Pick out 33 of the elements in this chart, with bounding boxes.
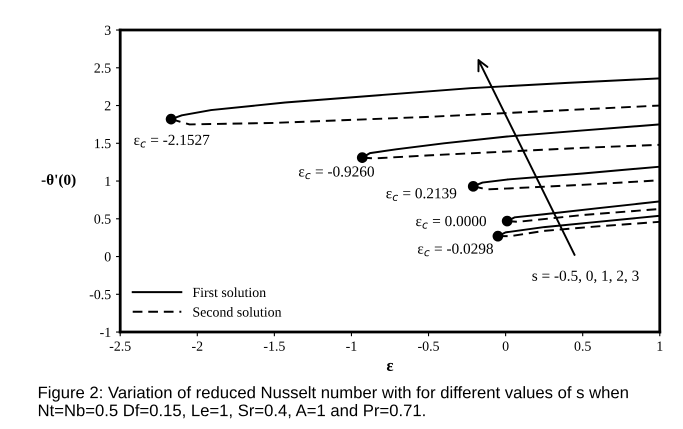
annotation: ε$_{c}$ = 0.0000 — [416, 216, 486, 229]
y-tick-label: -0.5 — [90, 290, 111, 300]
point — [502, 216, 513, 226]
x-tick-label: -2 — [192, 342, 202, 351]
y-tick-label: 1 — [105, 176, 110, 186]
y-tick-label: 0.5 — [94, 214, 111, 224]
point — [468, 180, 479, 192]
x-tick-label: 0.5 — [574, 341, 591, 351]
annotation: ε$_{c}$ = -0.0298 — [418, 243, 493, 256]
y-tick-label: 2.5 — [94, 63, 111, 73]
x-axis-title: ε — [386, 362, 394, 371]
caption: Figure 2: Variation of reduced Nusselt number with for different values of s when Nt=Nb=0.5 Df=0.15, Le=1, Sr=0.4, A=1 and Pr=0.71. — [38, 386, 628, 418]
annotation: ε$_{c}$ = -0.9260 — [298, 166, 374, 180]
y-tick-label: 1.5 — [95, 138, 111, 148]
x-tick-label: -1.5 — [264, 342, 285, 351]
x-tick-label: -2.5 — [110, 342, 131, 351]
point — [492, 230, 504, 242]
legend-label: First solution — [192, 287, 266, 298]
annotation: s = -0.5, 0, 1, 2, 3 — [532, 270, 639, 284]
x-tick-label: -0.5 — [418, 341, 439, 351]
point — [166, 114, 176, 124]
x-tick-label: 1 — [658, 342, 662, 351]
x-tick-label: 0 — [502, 341, 509, 351]
y-tick-label: 0 — [104, 252, 111, 262]
y-axis-title: -θ'(0) — [42, 174, 76, 188]
y-tick-label: -1 — [100, 328, 110, 337]
annotation: ε$_{c}$ = 0.2139 — [386, 188, 456, 201]
legend-label: Second solution — [193, 306, 282, 317]
y-tick-label: 3 — [104, 26, 111, 35]
x-tick-label: -1 — [346, 342, 356, 351]
annotation: ε$_{c}$ = -2.1527 — [134, 134, 210, 148]
y-tick-label: 2 — [104, 101, 110, 110]
point — [356, 152, 368, 163]
